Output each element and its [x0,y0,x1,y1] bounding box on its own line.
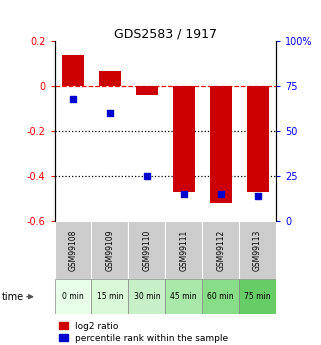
Text: GSM99110: GSM99110 [142,229,152,271]
Bar [55,279,91,314]
Bar [239,279,276,314]
Text: 0 min: 0 min [62,292,84,301]
Text: 15 min: 15 min [97,292,123,301]
Point [181,191,187,197]
Text: 60 min: 60 min [207,292,234,301]
Text: 45 min: 45 min [170,292,197,301]
Bar [91,279,128,314]
Point [255,193,260,198]
Bar [99,71,121,86]
Bar [165,221,202,279]
Text: GSM99108: GSM99108 [68,229,78,271]
Point [71,96,76,101]
Point [144,173,150,179]
Bar [239,221,276,279]
Bar [91,221,128,279]
Bar [136,86,158,95]
Legend: log2 ratio, percentile rank within the sample: log2 ratio, percentile rank within the s… [59,322,229,343]
Bar [128,221,165,279]
Text: 30 min: 30 min [134,292,160,301]
Bar [247,86,269,192]
Text: GSM99113: GSM99113 [253,229,262,271]
Bar [210,86,232,203]
Title: GDS2583 / 1917: GDS2583 / 1917 [114,27,217,40]
Point [218,191,223,197]
Text: GSM99112: GSM99112 [216,229,225,271]
Bar [62,55,84,86]
Point [107,110,113,116]
Bar [165,279,202,314]
Bar [173,86,195,192]
Bar [202,279,239,314]
Text: time: time [2,292,24,302]
Bar [55,221,91,279]
Bar [202,221,239,279]
Text: GSM99109: GSM99109 [105,229,115,271]
Text: GSM99111: GSM99111 [179,229,188,271]
Text: 75 min: 75 min [244,292,271,301]
Bar [128,279,165,314]
